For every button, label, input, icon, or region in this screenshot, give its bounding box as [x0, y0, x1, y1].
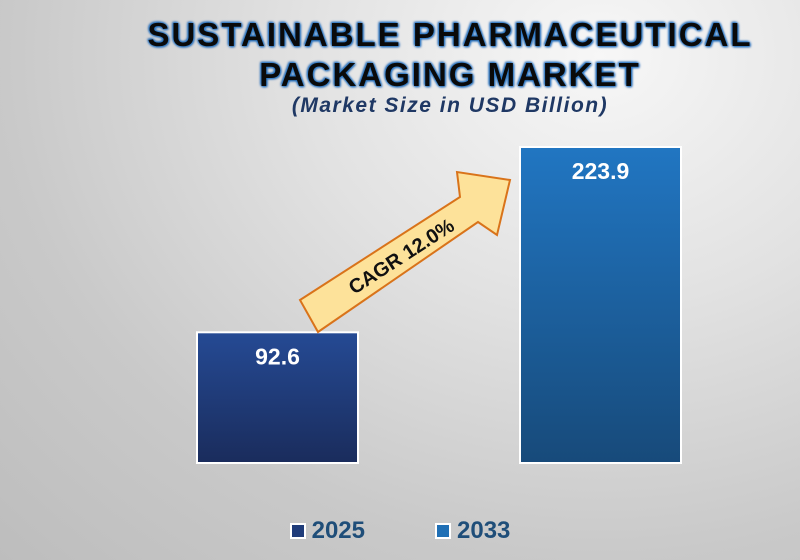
bar-2025 — [196, 331, 359, 464]
bar-2033 — [519, 146, 682, 464]
legend-swatch-2033 — [435, 523, 451, 539]
legend-swatch-2025 — [289, 523, 306, 539]
legend-label: 2033 — [457, 517, 511, 544]
cagr-label: CAGR 12.0% — [345, 215, 459, 300]
legend-item-2025: 2025 — [289, 517, 365, 545]
legend-item-2033: 2033 — [435, 517, 510, 545]
chart-title-line2: PACKAGING MARKET — [259, 56, 641, 93]
data-label-2025: 92.6 — [255, 343, 300, 369]
legend-label: 2025 — [311, 517, 365, 544]
cagr-arrow: CAGR 12.0% — [298, 170, 512, 334]
chart-subtitle: (Market Size in USD Billion) — [291, 94, 609, 117]
chart-title-line1: SUSTAINABLE PHARMACEUTICAL — [147, 16, 753, 53]
legend: 2025 2033 — [0, 517, 800, 545]
data-label-2033: 223.9 — [572, 158, 630, 184]
